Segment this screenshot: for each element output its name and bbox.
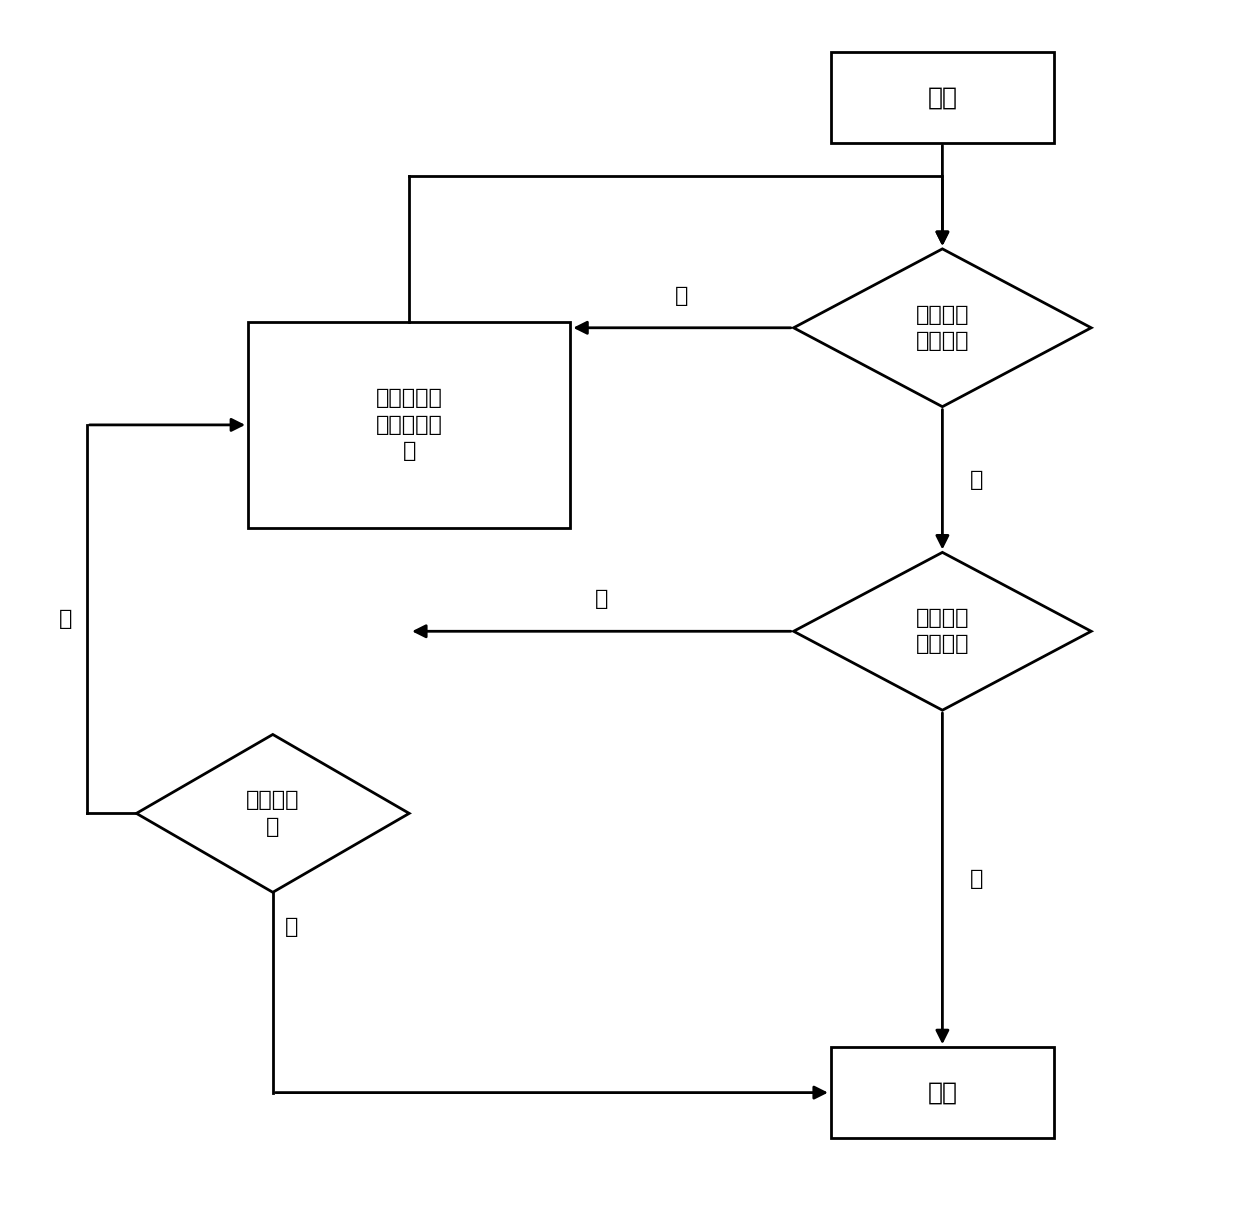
- Polygon shape: [794, 552, 1091, 710]
- Text: 是: 是: [285, 917, 299, 936]
- Text: 否: 否: [970, 869, 983, 889]
- Text: 是否重合
闸: 是否重合 闸: [246, 790, 300, 836]
- Text: 是否存在
线路故障: 是否存在 线路故障: [915, 608, 970, 654]
- Text: 是: 是: [595, 590, 608, 609]
- Text: 合闸: 合闸: [928, 1080, 957, 1105]
- Text: 是: 是: [676, 287, 688, 306]
- Text: 开始: 开始: [928, 85, 957, 109]
- Text: 是否存在
保护故障: 是否存在 保护故障: [915, 305, 970, 351]
- Polygon shape: [794, 249, 1091, 407]
- Polygon shape: [136, 734, 409, 892]
- Bar: [248, 322, 570, 528]
- Text: 否: 否: [58, 609, 72, 629]
- Bar: [831, 51, 1054, 142]
- Text: 否: 否: [970, 470, 983, 489]
- Bar: [831, 1046, 1054, 1139]
- Text: 故障信息发
送至移动终
端: 故障信息发 送至移动终 端: [376, 388, 443, 461]
